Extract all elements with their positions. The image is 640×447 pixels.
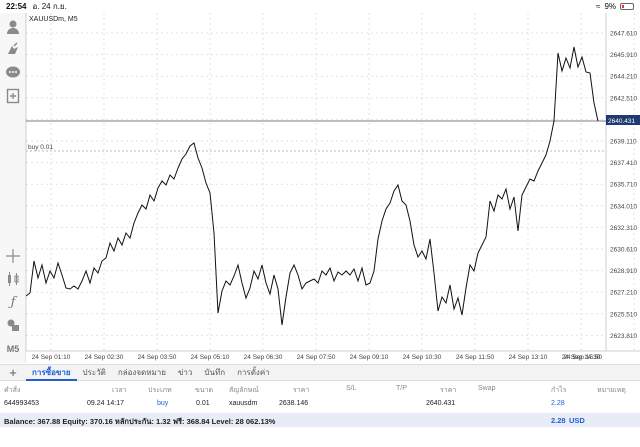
time-axis-label: 24 Sep 11:50 [456, 354, 495, 361]
indicators-icon[interactable]: ƒ [10, 294, 16, 310]
price-axis-label: 2639.110 [610, 139, 637, 146]
time-axis-label: 24 Sep 07:50 [297, 354, 336, 361]
tab-news[interactable]: ข่าว [177, 368, 193, 377]
add-tab-button[interactable]: + [9, 365, 17, 380]
row-price: 2638.146 [279, 400, 309, 407]
time-axis-labels: 24 Sep 01:10 24 Sep 02:30 24 Sep 03:50 24 S… [32, 354, 603, 361]
header-type: ประเภท [148, 387, 172, 394]
status-date: อ. 24 ก.ย. [32, 2, 67, 11]
current-price-label: 2640.431 [608, 118, 635, 125]
header-time: เวลา [112, 387, 127, 394]
header-volume: ขนาด [195, 387, 214, 394]
current-price-tag [606, 115, 640, 125]
tab-journal[interactable]: บันทึก [204, 368, 226, 377]
chat-icon[interactable] [3, 63, 23, 83]
time-axis-label: 24 Sep 06:30 [244, 354, 283, 361]
header-symbol: สัญลักษณ์ [229, 387, 259, 394]
price-axis-label: 2623.810 [610, 333, 637, 340]
status-time: 22:54 [6, 2, 27, 11]
price-axis-label: 2644.210 [610, 74, 637, 81]
balance-summary: Balance: 367.88 Equity: 370.16 หลักประกั… [4, 417, 276, 426]
price-axis-label: 2645.910 [610, 52, 637, 59]
tab-settings[interactable]: การตั้งค่า [237, 368, 270, 377]
new-order-icon[interactable] [3, 86, 23, 106]
time-axis-label: 24 Sep 03:50 [138, 354, 177, 361]
price-axis-labels: 2647.6102645.9102644.2102642.5102640.810… [610, 31, 637, 340]
price-line-series [26, 46, 599, 326]
balance-bar: Balance: 367.88 Equity: 370.16 หลักประกั… [0, 413, 640, 427]
tab-mailbox[interactable]: กล่องจดหมาย [117, 368, 166, 377]
price-axis-label: 2642.510 [610, 95, 637, 102]
objects-icon[interactable] [3, 315, 23, 335]
time-axis-label: 24 Sep 09:10 [350, 354, 389, 361]
row-symbol: xauusdm [229, 400, 258, 407]
crosshair-icon[interactable] [3, 246, 23, 266]
profit-currency: USD [569, 416, 585, 425]
time-axis-label: 24 Sep 10:30 [403, 354, 442, 361]
header-comment: หมายเหตุ [597, 387, 626, 394]
chart-grid [26, 13, 635, 351]
header-profit: กำไร [551, 387, 567, 394]
chart-toolbar: ƒ M5 [0, 13, 26, 363]
header-order: คำสั่ง [4, 387, 21, 394]
total-profit: 2.28 [551, 416, 566, 425]
row-volume: 0.01 [196, 400, 210, 407]
row-type: buy [157, 400, 169, 407]
terminal-tabs: + การซื้อขาย ประวัติ กล่องจดหมาย ข่าว บั… [0, 364, 640, 381]
user-icon[interactable] [3, 17, 23, 37]
time-axis-label: 24 Sep 02:30 [85, 354, 124, 361]
table-row[interactable]: 644993453 09.24 14:17 buy 0.01 xauusdm 2… [0, 397, 640, 411]
timeframe-label[interactable]: M5 [6, 344, 20, 354]
notification-icon[interactable] [3, 40, 23, 60]
price-axis-label: 2625.510 [610, 311, 637, 318]
row-profit: 2.28 [551, 400, 565, 407]
time-axis-label: 24 Sep 14:30 [562, 354, 601, 361]
wifi-icon: ≈ [596, 2, 601, 11]
symbol-label: XAUUSDm, M5 [29, 16, 78, 23]
price-axis-label: 2637.410 [610, 160, 637, 167]
row-current-price: 2640.431 [426, 400, 456, 407]
battery-percent: 9% [604, 2, 616, 11]
header-swap: Swap [478, 385, 496, 392]
header-price: ราคา [293, 387, 310, 394]
battery-icon [620, 3, 634, 10]
row-time: 09.24 14:17 [87, 400, 124, 407]
chart-canvas[interactable]: XAUUSDm, M5 buy 0.01 2647.610 2645.910 264… [26, 13, 640, 363]
row-order: 644993453 [4, 400, 40, 407]
price-axis-label: 2635.710 [610, 182, 637, 189]
price-axis-label: 2647.610 [610, 31, 637, 38]
price-axis-label: 2628.910 [610, 268, 637, 275]
orders-table-header: คำสั่ง เวลา ประเภท ขนาด สัญลักษณ์ ราคา S… [0, 382, 640, 396]
candles-icon[interactable] [3, 269, 23, 289]
time-axis-label: 24 Sep 05:10 [191, 354, 230, 361]
time-axis-label: 24 Sep 15:50 [563, 354, 602, 361]
header-sl: S/L [346, 385, 357, 392]
tab-history[interactable]: ประวัติ [82, 368, 106, 377]
price-chart[interactable]: XAUUSDm, M5 buy 0.01 2647.610 2645.910 264… [26, 13, 640, 363]
price-axis-label: 2627.210 [610, 290, 637, 297]
header-current-price: ราคา [440, 387, 457, 394]
header-tp: T/P [396, 385, 407, 392]
price-axis-label: 2630.610 [610, 247, 637, 254]
order-line-label: buy 0.01 [28, 144, 53, 151]
time-axis-label: 24 Sep 01:10 [32, 354, 71, 361]
price-axis-label: 2634.010 [610, 203, 637, 210]
time-axis-label: 24 Sep 13:10 [509, 354, 548, 361]
status-bar: 22:54 อ. 24 ก.ย. ≈ 9% [0, 0, 640, 13]
tab-trade[interactable]: การซื้อขาย [26, 364, 77, 381]
price-axis-label: 2632.310 [610, 225, 637, 232]
status-right: ≈ 9% [596, 2, 634, 11]
